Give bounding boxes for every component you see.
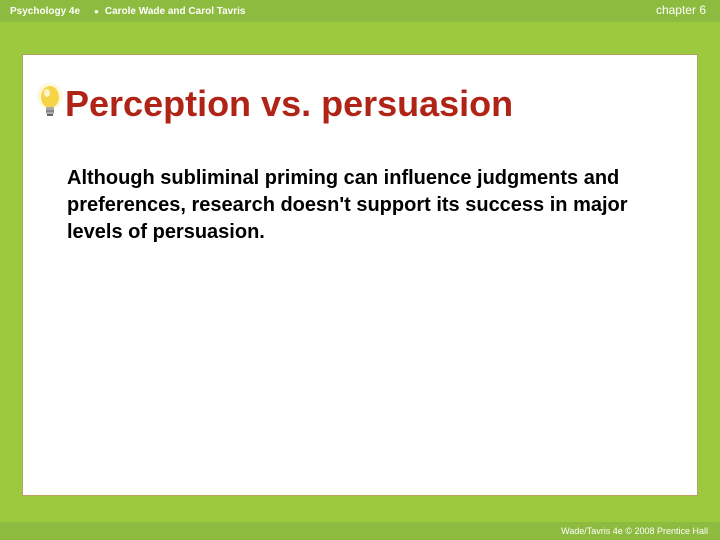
slide-title: Perception vs. persuasion: [65, 83, 697, 125]
authors: Carole Wade and Carol Tavris: [105, 6, 246, 17]
content-panel: Perception vs. persuasion Although subli…: [22, 54, 698, 496]
chapter-label: chapter 6: [656, 3, 706, 17]
footer-bar: Wade/Tavris 4e © 2008 Prentice Hall: [0, 522, 720, 540]
separator-dot: ●: [94, 7, 99, 16]
copyright-text: Wade/Tavris 4e © 2008 Prentice Hall: [561, 526, 708, 536]
body-text: Although subliminal priming can influenc…: [67, 165, 653, 246]
slide: Psychology 4e ● Carole Wade and Carol Ta…: [0, 0, 720, 540]
green-border: Perception vs. persuasion Although subli…: [0, 22, 720, 522]
book-title: Psychology 4e: [10, 6, 80, 17]
lightbulb-icon: [35, 83, 65, 123]
header-bar: Psychology 4e ● Carole Wade and Carol Ta…: [0, 0, 720, 22]
